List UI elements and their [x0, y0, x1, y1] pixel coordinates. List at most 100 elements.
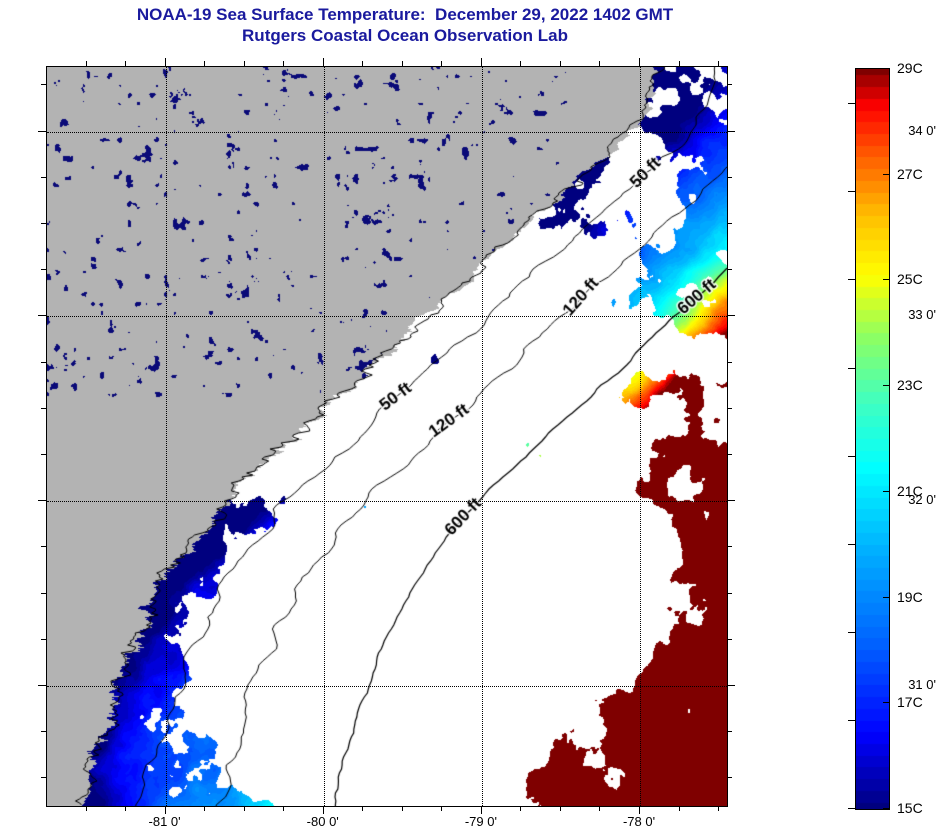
colorbar-gradient — [856, 69, 889, 809]
longitude-tick — [718, 806, 720, 811]
colorbar-tick-celsius — [883, 490, 890, 492]
longitude-tick-top — [243, 61, 245, 66]
longitude-tick — [559, 806, 561, 811]
colorbar-tick-fahrenheit — [848, 808, 855, 809]
colorbar-tick-fahrenheit — [848, 719, 855, 721]
longitude-tick-top — [401, 61, 403, 66]
latitude-tick-right — [727, 638, 732, 640]
sst-raster — [47, 67, 727, 806]
longitude-tick — [125, 806, 127, 811]
latitude-tick-right — [727, 176, 732, 178]
latitude-tick — [38, 500, 46, 502]
colorbar-label-celsius: 27C — [897, 165, 923, 182]
colorbar-tick-celsius — [883, 385, 890, 387]
longitude-tick — [85, 806, 87, 811]
longitude-tick — [164, 806, 166, 814]
colorbar-tick-celsius — [883, 68, 890, 69]
longitude-label: -78 0' — [622, 814, 656, 829]
latitude-tick-right — [727, 684, 735, 686]
longitude-tick — [480, 806, 482, 814]
longitude-tick-top — [559, 61, 561, 66]
latitude-tick — [41, 223, 46, 225]
colorbar-tick-fahrenheit — [848, 455, 855, 457]
colorbar-tick-fahrenheit — [848, 367, 855, 369]
colorbar-label-celsius: 21C — [897, 482, 923, 499]
title-line-2: Rutgers Coastal Ocean Observation Lab — [242, 26, 568, 45]
latitude-label: 33 0' — [908, 307, 936, 323]
sst-map-panel — [46, 66, 728, 807]
latitude-tick — [41, 546, 46, 548]
longitude-label: -79 0' — [464, 814, 497, 829]
latitude-tick-right — [727, 130, 735, 132]
latitude-tick-right — [727, 223, 732, 225]
longitude-tick — [322, 806, 324, 814]
latitude-tick — [41, 407, 46, 409]
colorbar-tick-celsius — [883, 173, 890, 175]
longitude-tick-top — [520, 61, 522, 66]
longitude-tick-top — [85, 61, 87, 66]
longitude-tick-top — [204, 61, 206, 66]
colorbar-tick-celsius — [883, 808, 890, 809]
latitude-label: 31 0' — [908, 676, 936, 692]
longitude-tick — [441, 806, 443, 811]
longitude-tick — [283, 806, 285, 811]
latitude-tick — [38, 315, 46, 317]
latitude-label: 34 0' — [908, 122, 936, 138]
longitude-label: -80 0' — [306, 814, 339, 829]
longitude-tick-top — [480, 58, 482, 66]
colorbar-label-celsius: 17C — [897, 694, 923, 711]
longitude-tick — [243, 806, 245, 811]
colorbar-tick-fahrenheit — [848, 191, 855, 193]
longitude-tick-top — [362, 61, 364, 66]
latitude-tick-right — [727, 453, 732, 455]
latitude-tick — [41, 592, 46, 594]
latitude-tick — [41, 176, 46, 178]
colorbar-tick-fahrenheit — [848, 631, 855, 633]
title-line-1: NOAA-19 Sea Surface Temperature: Decembe… — [136, 5, 674, 24]
longitude-tick-top — [283, 61, 285, 66]
latitude-tick-right — [727, 407, 732, 409]
latitude-tick-right — [727, 84, 732, 86]
latitude-tick-right — [727, 777, 732, 779]
latitude-tick — [38, 684, 46, 686]
latitude-tick — [41, 777, 46, 779]
longitude-label: -81 0' — [148, 814, 181, 829]
latitude-tick — [38, 130, 46, 132]
latitude-tick-right — [727, 500, 735, 502]
colorbar-tick-fahrenheit — [848, 543, 855, 545]
colorbar-tick-celsius — [883, 702, 890, 704]
longitude-tick — [362, 806, 364, 811]
longitude-tick — [639, 806, 641, 814]
longitude-tick — [520, 806, 522, 811]
longitude-tick-top — [718, 61, 720, 66]
page-title: NOAA-19 Sea Surface Temperature: Decembe… — [0, 4, 810, 46]
latitude-tick — [41, 731, 46, 733]
longitude-tick — [678, 806, 680, 811]
latitude-tick-right — [727, 315, 735, 317]
longitude-tick-top — [639, 58, 641, 66]
colorbar-tick-fahrenheit — [848, 279, 855, 281]
longitude-tick-top — [322, 58, 324, 66]
latitude-tick — [41, 84, 46, 86]
latitude-tick-right — [727, 546, 732, 548]
latitude-tick-right — [727, 361, 732, 363]
colorbar-tick-fahrenheit — [848, 103, 855, 105]
longitude-tick — [599, 806, 601, 811]
latitude-tick — [41, 361, 46, 363]
colorbar-label-celsius: 25C — [897, 271, 923, 288]
longitude-tick — [204, 806, 206, 811]
colorbar-tick-celsius — [883, 596, 890, 598]
colorbar-label-celsius: 23C — [897, 377, 923, 394]
colorbar-label-celsius: 19C — [897, 588, 923, 605]
longitude-tick-top — [599, 61, 601, 66]
longitude-tick — [401, 806, 403, 811]
latitude-tick-right — [727, 269, 732, 271]
colorbar-label-celsius: 15C — [897, 800, 923, 816]
colorbar-tick-celsius — [883, 279, 890, 281]
longitude-tick-top — [441, 61, 443, 66]
latitude-tick — [41, 453, 46, 455]
latitude-tick — [41, 269, 46, 271]
latitude-label: 32 0' — [908, 492, 936, 508]
longitude-tick-top — [678, 61, 680, 66]
latitude-tick — [41, 638, 46, 640]
